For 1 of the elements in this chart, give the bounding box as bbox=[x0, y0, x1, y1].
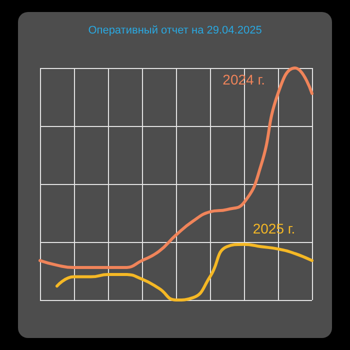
chart-title: Оперативный отчет на 29.04.2025 bbox=[88, 24, 262, 36]
